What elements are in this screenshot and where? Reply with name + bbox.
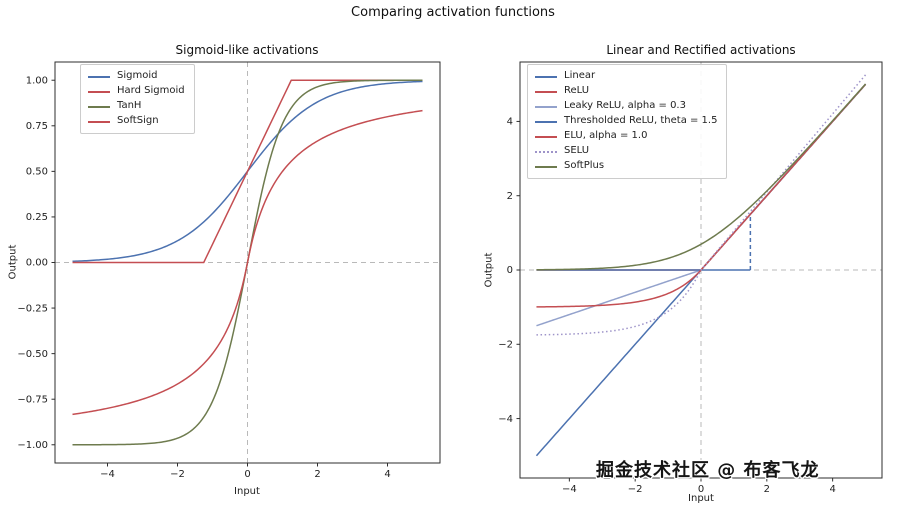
legend-label: Thresholded ReLU, theta = 1.5 <box>564 115 718 127</box>
x-tick-label: −2 <box>628 484 643 495</box>
legend-swatch <box>535 120 557 123</box>
legend-label: Sigmoid <box>117 70 158 82</box>
x-tick-label: −2 <box>170 469 185 480</box>
legend-item: Thresholded ReLU, theta = 1.5 <box>535 114 717 129</box>
y-tick-label: 0.00 <box>26 258 48 269</box>
y-tick-label: 1.00 <box>26 75 48 86</box>
legend-item: Linear <box>535 69 717 84</box>
subplot-title-linear-rectified: Linear and Rectified activations <box>606 43 796 57</box>
legend-swatch <box>535 90 557 93</box>
x-tick-label: 4 <box>829 484 835 495</box>
y-tick-label: 2 <box>507 191 513 202</box>
y-tick-label: −0.25 <box>17 303 48 314</box>
legend-label: ReLU <box>564 85 590 97</box>
legend-label: ELU, alpha = 1.0 <box>564 130 648 142</box>
legend-item: TanH <box>88 99 185 114</box>
x-tick-label: −4 <box>562 484 577 495</box>
axes-right: −4 −2 0 2 4 −4 −2 0 2 4 <box>498 61 883 495</box>
y-tick-label: 0.75 <box>26 121 48 132</box>
legend-swatch <box>535 135 557 138</box>
x-axis-label-left: Input <box>234 486 260 497</box>
legend-item: ReLU <box>535 84 717 99</box>
legend-item: SoftSign <box>88 114 185 129</box>
y-tick-label: 0 <box>507 265 513 276</box>
legend-item: ELU, alpha = 1.0 <box>535 129 717 144</box>
y-tick-label: 4 <box>507 117 513 128</box>
x-tick-label: −4 <box>100 469 115 480</box>
y-tick-label: −1.00 <box>17 440 48 451</box>
legend-item: SELU <box>535 144 717 159</box>
legend-linear-rectified: Linear ReLU Leaky ReLU, alpha = 0.3 Thresho… <box>527 64 728 179</box>
legend-item: SoftPlus <box>535 159 717 174</box>
x-tick-label: 0 <box>244 469 250 480</box>
x-tick-label: 2 <box>764 484 770 495</box>
series-line-softsign <box>72 109 423 416</box>
x-tick-label: 0 <box>698 484 704 495</box>
legend-label: Linear <box>564 70 596 82</box>
y-tick-label: 0.25 <box>26 212 48 223</box>
legend-label: Leaky ReLU, alpha = 0.3 <box>564 100 686 112</box>
x-tick-label: 4 <box>384 469 390 480</box>
legend-item: Hard Sigmoid <box>88 84 185 99</box>
legend-swatch <box>535 105 557 108</box>
y-tick-label: −2 <box>498 339 513 350</box>
legend-label: Hard Sigmoid <box>117 85 185 97</box>
legend-swatch <box>88 120 110 123</box>
y-tick-label: −0.50 <box>17 349 48 360</box>
legend-swatch <box>88 75 110 78</box>
y-tick-label: −4 <box>498 414 513 425</box>
legend-swatch <box>88 105 110 108</box>
legend-label: TanH <box>117 100 142 112</box>
legend-swatch <box>535 150 557 153</box>
legend-label: SELU <box>564 145 590 157</box>
y-tick-label: 0.50 <box>26 167 48 178</box>
legend-label: SoftSign <box>117 115 159 127</box>
legend-swatch <box>535 165 557 168</box>
legend-item: Leaky ReLU, alpha = 0.3 <box>535 99 717 114</box>
x-axis-label-right: Input <box>688 493 714 504</box>
y-tick-label: −0.75 <box>17 394 48 405</box>
series-line-softplus <box>536 83 867 271</box>
x-tick-label: 2 <box>314 469 320 480</box>
subplot-title-sigmoid-like: Sigmoid-like activations <box>175 43 319 57</box>
legend-swatch <box>535 75 557 78</box>
legend-label: SoftPlus <box>564 160 605 172</box>
figure-title: Comparing activation functions <box>351 5 555 20</box>
watermark: 掘金技术社区 @ 布客飞龙 <box>596 460 820 481</box>
axes-left: −4 −2 0 2 4 −1.00 −0.75 −0.50 −0.25 0.00 0.25 0.50 0… <box>17 61 441 480</box>
legend-item: Sigmoid <box>88 69 185 84</box>
legend-swatch <box>88 90 110 93</box>
legend-sigmoid-like: Sigmoid Hard Sigmoid TanH SoftSign <box>80 64 195 134</box>
series-line-selu <box>536 74 867 336</box>
